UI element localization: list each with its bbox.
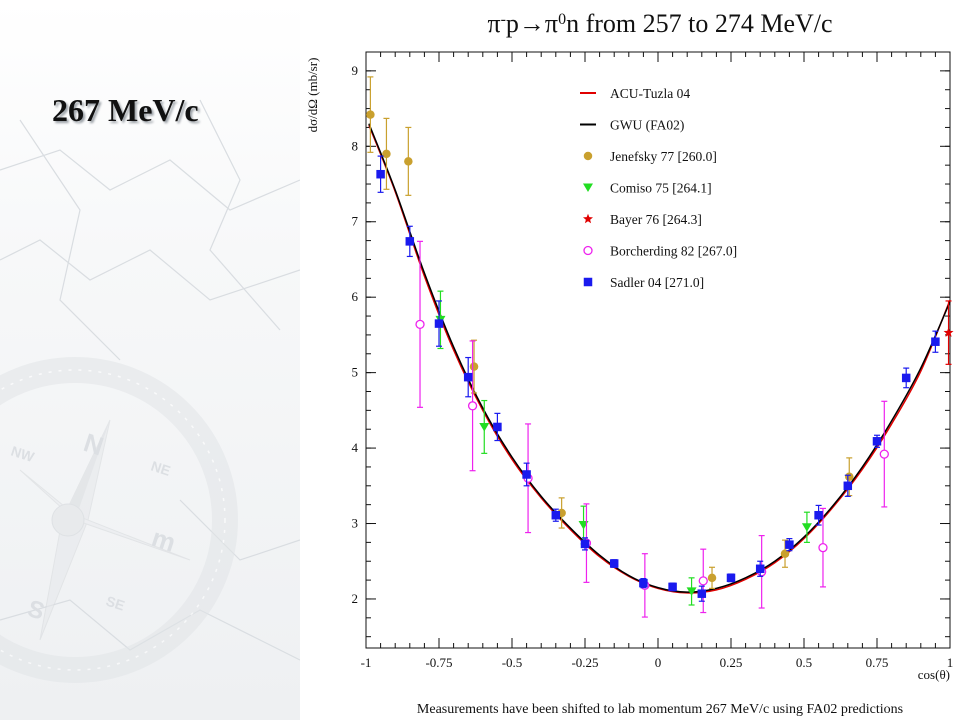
svg-text:NE: NE <box>149 458 172 479</box>
x-tick-label: -1 <box>361 655 372 670</box>
data-point <box>522 470 531 479</box>
slide-label: 267 MeV/c <box>52 92 199 128</box>
legend-swatch <box>583 183 593 192</box>
data-point <box>843 481 853 491</box>
data-point <box>551 510 561 520</box>
chart-title: π-p→π0n from 257 to 274 MeV/c <box>487 9 832 38</box>
y-tick-label: 8 <box>352 138 359 153</box>
data-point <box>726 573 736 583</box>
series-0 <box>366 76 854 590</box>
data-point <box>707 573 717 583</box>
data-point <box>434 319 444 328</box>
data-point <box>405 237 415 246</box>
series-2 <box>943 300 954 365</box>
data-point <box>686 587 697 596</box>
chart-title-part-0: π <box>487 9 500 38</box>
slide-background-panel: N m S NW NE SE 267 MeV/c <box>0 0 300 720</box>
series-4 <box>376 155 940 602</box>
chart-title-part-2: p→π <box>506 9 558 38</box>
svg-text:NW: NW <box>9 443 37 466</box>
legend: ACU-Tuzla 04 GWU (FA02) Jenefsky 77 [260.0… <box>580 86 737 290</box>
chart-title-part-1: - <box>501 11 506 28</box>
y-tick-label: 5 <box>352 365 359 380</box>
y-tick-label: 3 <box>352 516 359 531</box>
data-point <box>755 564 765 574</box>
y-tick-label: 7 <box>352 214 359 229</box>
y-axis-label: dσ/dΩ (mb/sr) <box>305 58 320 133</box>
legend-swatch <box>583 277 593 287</box>
svg-text:N: N <box>80 427 107 461</box>
data-point <box>901 373 911 383</box>
y-tick-label: 9 <box>352 63 359 78</box>
y-tick-label: 2 <box>352 591 359 606</box>
legend-swatch <box>583 151 593 161</box>
data-point <box>872 437 882 446</box>
data-points <box>366 76 954 618</box>
svg-text:m: m <box>148 522 179 558</box>
data-point <box>801 523 812 532</box>
legend-label: ACU-Tuzla 04 <box>610 86 690 101</box>
series-3 <box>415 240 889 618</box>
compass-watermark-icon: N m S NW NE SE <box>0 99 300 683</box>
data-point <box>415 319 425 329</box>
data-point <box>845 472 854 481</box>
data-point <box>366 110 375 119</box>
legend-label: Sadler 04 [271.0] <box>610 275 704 290</box>
data-point <box>697 589 707 598</box>
data-point <box>639 578 648 588</box>
legend-swatch <box>583 213 593 224</box>
legend-label: Bayer 76 [264.3] <box>610 212 702 227</box>
data-point <box>943 327 954 337</box>
data-point <box>780 549 790 558</box>
svg-text:S: S <box>24 595 48 626</box>
data-point <box>879 449 889 459</box>
x-tick-label: 0.25 <box>720 655 743 670</box>
chart-title-part-3: 0 <box>558 11 566 28</box>
data-point <box>467 401 478 411</box>
axes: -1 -0.75 -0.5 -0.25 0 0.25 0.5 0.75 1 2 3 4 5 6 7 8 9 <box>352 52 954 670</box>
data-point <box>463 372 473 382</box>
legend-label: Jenefsky 77 [260.0] <box>610 149 717 164</box>
legend-swatch <box>583 245 593 256</box>
x-tick-label: -0.75 <box>425 655 452 670</box>
svg-text:SE: SE <box>104 593 127 614</box>
data-point <box>469 362 479 371</box>
data-point <box>493 422 502 432</box>
x-tick-label: -0.25 <box>571 655 598 670</box>
x-tick-label: -0.5 <box>502 655 523 670</box>
footnote: Measurements have been shifted to lab mo… <box>417 702 903 717</box>
y-tick-label: 6 <box>352 289 359 304</box>
data-point <box>382 149 391 159</box>
x-axis-label: cos(θ) <box>918 667 950 682</box>
x-tick-label: 0.75 <box>866 655 889 670</box>
model-curves <box>368 123 951 594</box>
data-point <box>818 543 828 553</box>
chart-title-part-4: n from 257 to 274 MeV/c <box>566 9 832 38</box>
data-point <box>580 539 590 549</box>
series-1 <box>435 290 812 606</box>
data-point <box>785 540 794 549</box>
x-tick-label: 1 <box>947 655 954 670</box>
data-point <box>931 337 940 346</box>
x-tick-label: 0.5 <box>796 655 812 670</box>
data-point <box>479 422 490 432</box>
data-point <box>404 157 413 166</box>
legend-label: GWU (FA02) <box>610 118 684 133</box>
legend-label: Borcherding 82 [267.0] <box>610 244 737 259</box>
cross-section-chart: π-p→π0n from 257 to 274 MeV/c -1 -0.75 -0.… <box>305 9 954 717</box>
data-point <box>668 582 677 592</box>
data-point <box>698 576 708 586</box>
curve-gwu-fa02 <box>368 123 951 593</box>
data-point <box>609 559 619 568</box>
x-tick-label: 0 <box>655 655 662 670</box>
data-point <box>814 510 823 520</box>
legend-label: Comiso 75 [264.1] <box>610 181 712 196</box>
y-tick-label: 4 <box>352 440 359 455</box>
data-point <box>376 169 385 179</box>
